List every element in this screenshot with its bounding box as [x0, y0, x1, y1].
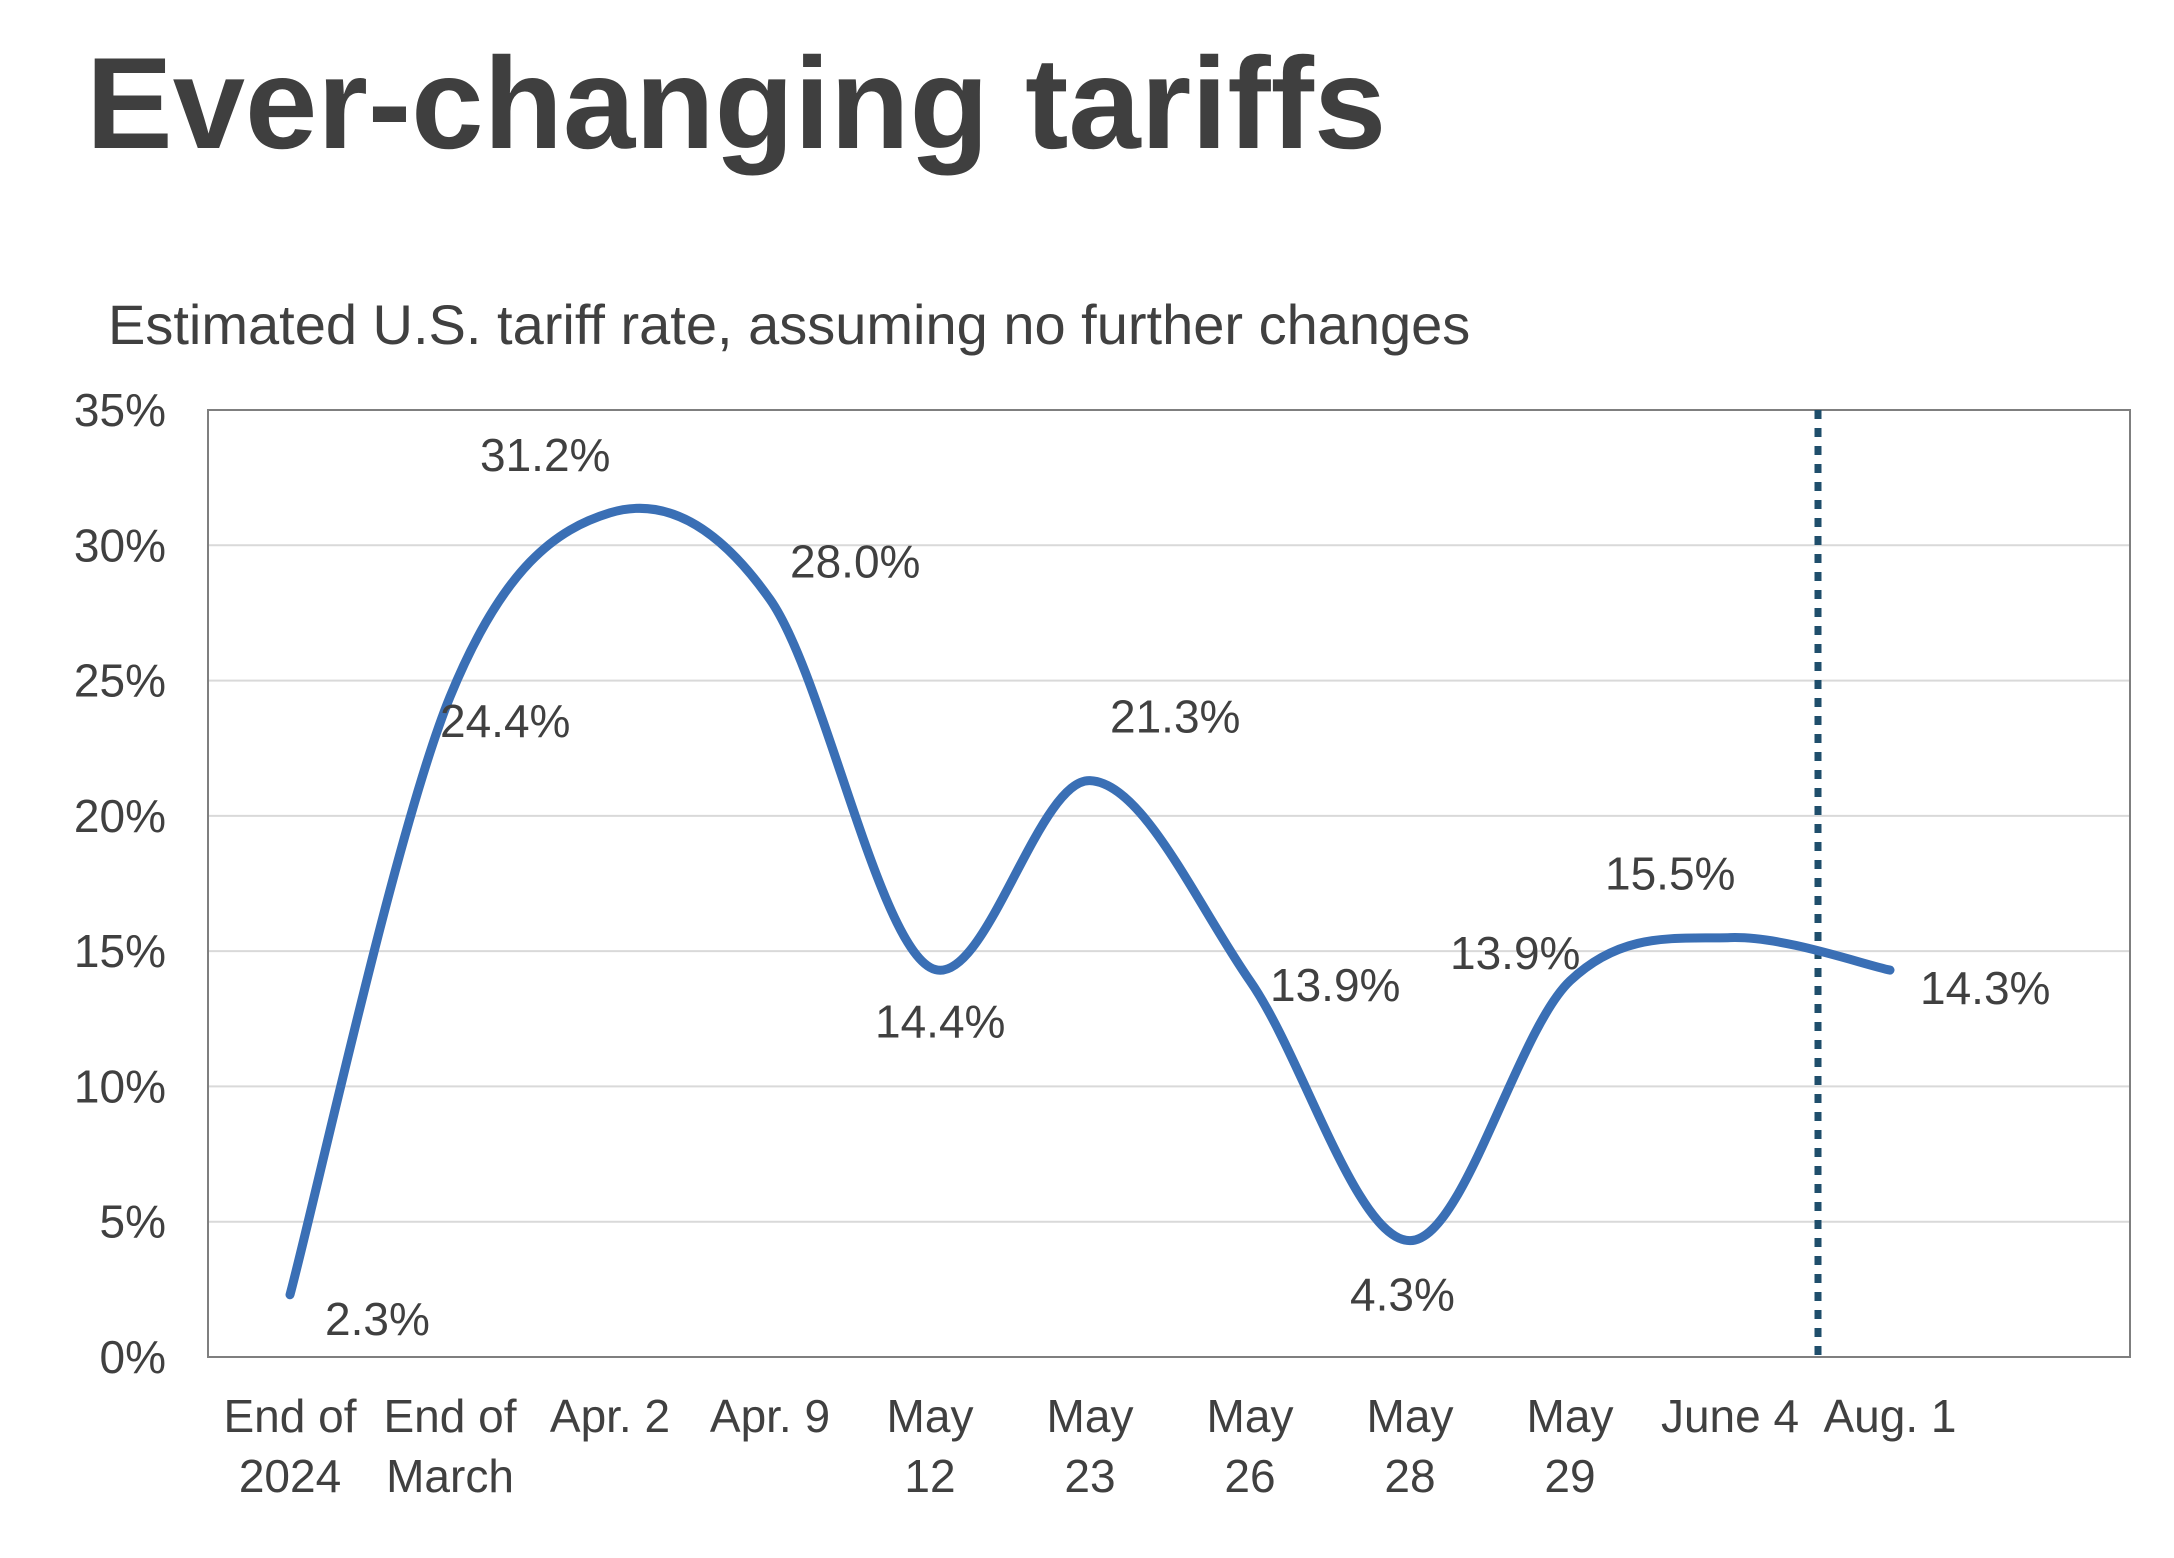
x-tick-label: Aug. 1	[1824, 1390, 1957, 1442]
page-title: Ever-changing tariffs	[86, 30, 1387, 176]
y-axis-tick-labels: 0% 5% 10% 15% 20% 25% 30% 35%	[74, 384, 166, 1383]
y-tick-label: 20%	[74, 790, 166, 842]
data-label: 24.4%	[440, 695, 570, 747]
series-line	[285, 503, 1895, 1300]
data-label: 14.3%	[1920, 962, 2050, 1014]
y-tick-label: 10%	[74, 1060, 166, 1112]
plot-frame	[207, 409, 2131, 1358]
data-point	[1886, 966, 1894, 974]
x-tick-label: June 4	[1661, 1390, 1799, 1442]
y-tick-label: 30%	[74, 519, 166, 571]
x-tick-label: May 26	[1207, 1390, 1294, 1502]
x-tick-label: May 23	[1047, 1390, 1134, 1502]
data-point	[926, 963, 934, 971]
x-tick-label: May 12	[887, 1390, 974, 1502]
x-tick-label: End of March	[384, 1390, 517, 1502]
y-tick-label: 15%	[74, 925, 166, 977]
data-label: 13.9%	[1450, 927, 1580, 979]
data-label: 21.3%	[1110, 691, 1240, 743]
x-tick-label: End of 2024	[224, 1390, 357, 1502]
chart-subtitle: Estimated U.S. tariff rate, assuming no …	[108, 293, 1471, 356]
data-label: 15.5%	[1605, 848, 1735, 900]
data-point	[606, 509, 614, 517]
gridlines	[208, 544, 2130, 1223]
data-label: 14.4%	[875, 995, 1005, 1047]
data-point	[1086, 777, 1094, 785]
data-point	[1406, 1237, 1414, 1245]
data-point	[1726, 934, 1734, 942]
x-tick-label: May 29	[1527, 1390, 1614, 1502]
series-group	[285, 503, 1895, 1300]
data-point	[1246, 977, 1254, 985]
data-point	[766, 595, 774, 603]
y-tick-label: 35%	[74, 384, 166, 436]
y-tick-label: 0%	[100, 1331, 166, 1383]
y-tick-label: 5%	[100, 1196, 166, 1248]
x-tick-label: May 28	[1367, 1390, 1454, 1502]
data-labels: 2.3% 24.4% 31.2% 28.0% 14.4% 21.3% 13.9% 4.3% 13…	[325, 429, 2050, 1345]
y-tick-label: 25%	[74, 655, 166, 707]
data-point	[286, 1291, 294, 1299]
data-label: 28.0%	[790, 535, 920, 587]
data-label: 2.3%	[325, 1293, 430, 1345]
data-label: 4.3%	[1350, 1269, 1455, 1321]
data-label: 31.2%	[480, 429, 610, 481]
x-tick-label: Apr. 2	[550, 1390, 670, 1442]
x-tick-label: Apr. 9	[710, 1390, 830, 1442]
data-label: 13.9%	[1270, 959, 1400, 1011]
